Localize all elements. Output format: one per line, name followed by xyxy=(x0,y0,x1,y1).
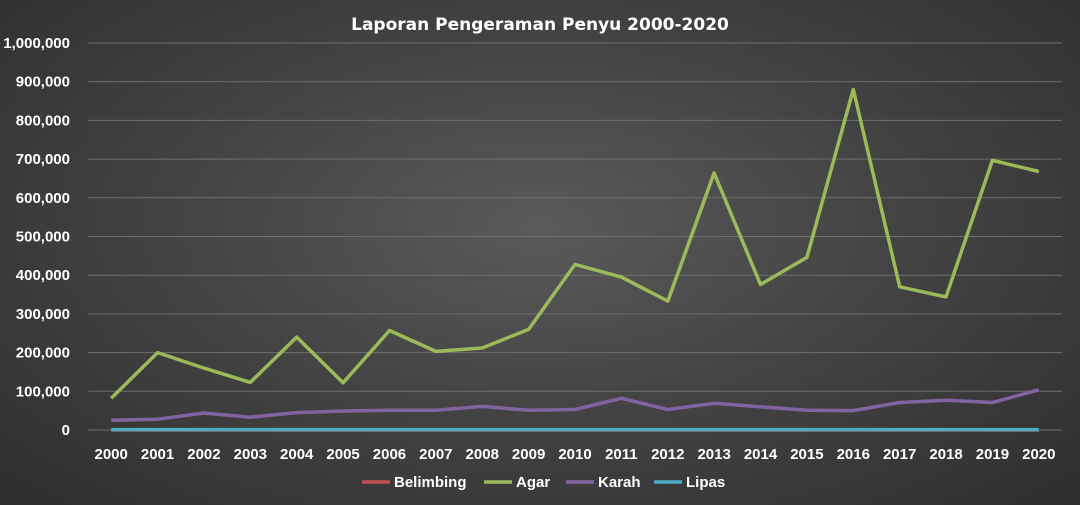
legend: Belimbing Agar Karah Lipas xyxy=(362,474,725,491)
legend-item-karah: Karah xyxy=(566,474,641,491)
x-tick-label: 2015 xyxy=(790,446,823,463)
x-tick-label: 2004 xyxy=(280,446,314,463)
x-tick-label: 2002 xyxy=(187,446,220,463)
legend-label: Belimbing xyxy=(394,474,467,491)
x-tick-label: 2016 xyxy=(837,446,870,463)
y-tick-label: 800,000 xyxy=(16,112,70,129)
x-tick-label: 2001 xyxy=(141,446,174,463)
x-axis-ticks: 2000 2001 2002 2003 2004 2005 2006 2007 2008 2009… xyxy=(95,446,1056,463)
x-tick-label: 2010 xyxy=(558,446,591,463)
y-tick-label: 400,000 xyxy=(16,267,70,284)
legend-label: Lipas xyxy=(686,474,725,491)
x-tick-label: 2013 xyxy=(697,446,730,463)
y-tick-label: 900,000 xyxy=(16,74,70,91)
x-tick-label: 2000 xyxy=(95,446,128,463)
x-tick-label: 2008 xyxy=(466,446,499,463)
x-tick-label: 2006 xyxy=(373,446,406,463)
x-tick-label: 2019 xyxy=(976,446,1009,463)
chart-title: Laporan Pengeraman Penyu 2000-2020 xyxy=(351,15,729,35)
x-tick-label: 2012 xyxy=(651,446,684,463)
x-tick-label: 2003 xyxy=(234,446,267,463)
legend-item-lipas: Lipas xyxy=(654,474,725,491)
legend-label: Karah xyxy=(598,474,641,491)
y-tick-label: 200,000 xyxy=(16,345,70,362)
legend-label: Agar xyxy=(516,474,550,491)
series-line-agar xyxy=(109,87,1040,400)
y-tick-label: 700,000 xyxy=(16,151,70,168)
gridlines xyxy=(88,42,1062,431)
y-tick-label: 0 xyxy=(62,422,70,439)
x-tick-label: 2007 xyxy=(419,446,452,463)
y-tick-label: 1,000,000 xyxy=(3,35,70,52)
legend-item-belimbing: Belimbing xyxy=(362,474,467,491)
y-tick-label: 600,000 xyxy=(16,190,70,207)
series-line-karah xyxy=(111,388,1040,423)
y-tick-label: 100,000 xyxy=(16,383,70,400)
series-lines xyxy=(109,87,1040,432)
x-tick-label: 2009 xyxy=(512,446,545,463)
legend-item-agar: Agar xyxy=(484,474,550,491)
y-axis-ticks: 0 100,000 200,000 300,000 400,000 500,000 600,… xyxy=(3,35,70,439)
x-tick-label: 2020 xyxy=(1022,446,1055,463)
y-tick-label: 500,000 xyxy=(16,229,70,246)
y-tick-label: 300,000 xyxy=(16,306,70,323)
x-tick-label: 2017 xyxy=(883,446,916,463)
x-tick-label: 2011 xyxy=(605,446,638,463)
x-tick-label: 2018 xyxy=(929,446,962,463)
x-tick-label: 2005 xyxy=(326,446,359,463)
x-tick-label: 2014 xyxy=(744,446,778,463)
